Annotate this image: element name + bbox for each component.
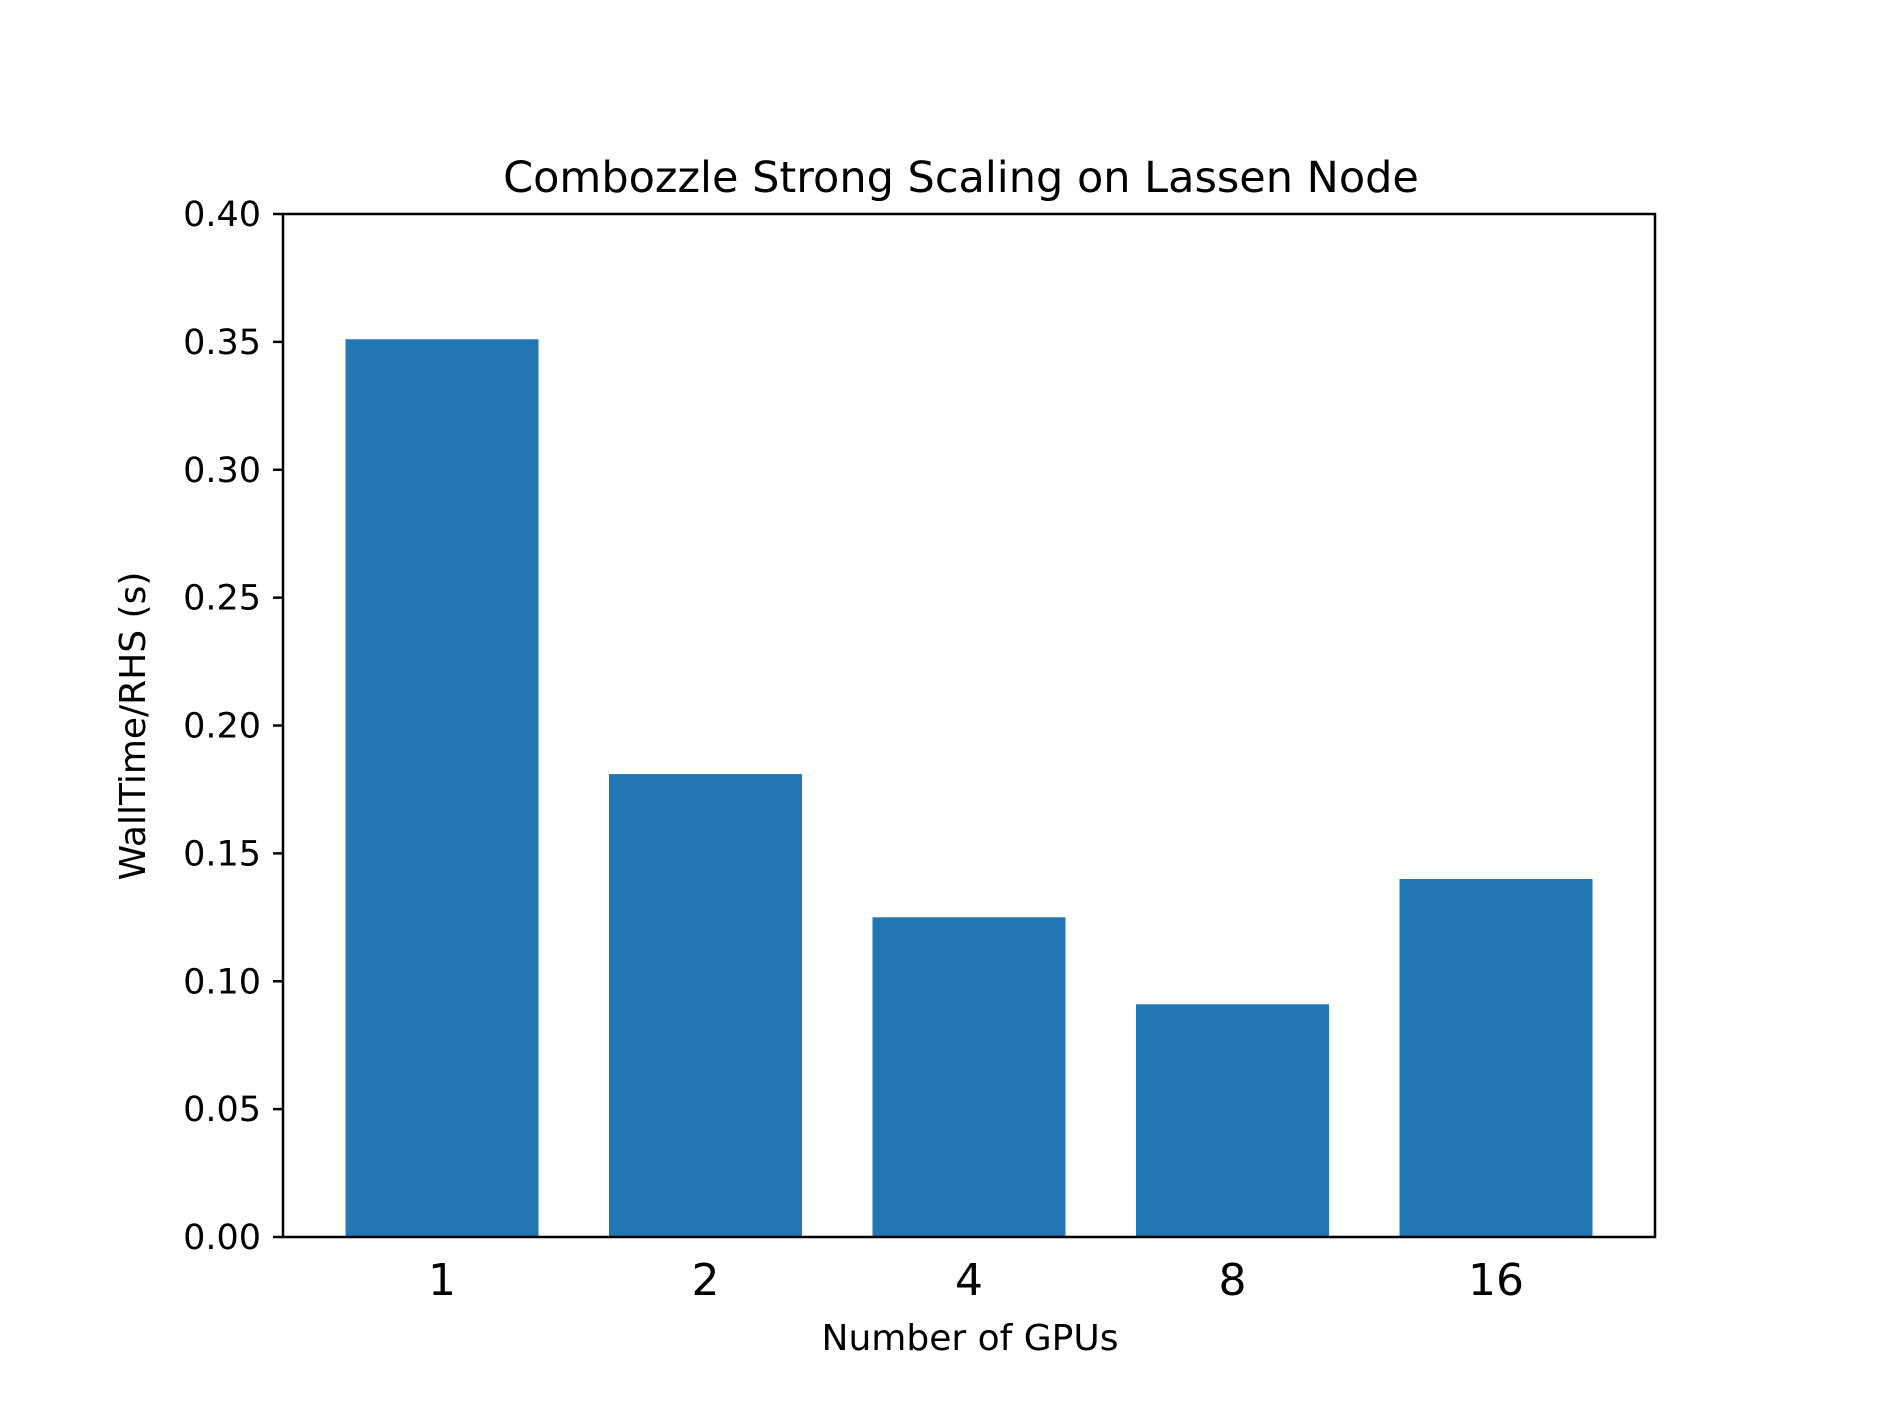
y-tick-label-3: 0.15: [183, 834, 261, 874]
bar-1: [345, 339, 539, 1237]
bar-8: [1136, 1004, 1329, 1237]
y-tick-label-0: 0.00: [183, 1218, 261, 1258]
bar-16: [1399, 879, 1593, 1237]
y-tick-label-7: 0.35: [183, 323, 261, 363]
y-axis-ticks: 0.00 0.05 0.10 0.15 0.20 0.25 0.30 0.35 0.40: [183, 195, 283, 1258]
chart-title: Combozzle Strong Scaling on Lassen Node: [503, 153, 1419, 203]
x-tick-label-1: 1: [428, 1255, 456, 1306]
y-tick-label-4: 0.20: [183, 707, 261, 747]
y-tick-label-2: 0.10: [183, 962, 261, 1002]
x-tick-label-16: 16: [1468, 1255, 1524, 1306]
bars-layer: [345, 339, 1593, 1237]
y-axis-title: WallTime/RHS (s): [113, 572, 154, 881]
bar-2: [609, 774, 802, 1237]
x-tick-label-2: 2: [692, 1255, 720, 1306]
y-tick-label-6: 0.30: [183, 451, 261, 491]
y-tick-label-1: 0.05: [183, 1090, 261, 1130]
bar-4: [872, 917, 1066, 1237]
plot-frame: [281, 212, 1657, 1239]
y-tick-label-5: 0.25: [183, 579, 261, 619]
x-tick-label-4: 4: [955, 1255, 983, 1306]
x-axis-title: Number of GPUs: [822, 1318, 1119, 1359]
y-tick-label-8: 0.40: [183, 195, 261, 235]
x-axis-ticks: 1 2 4 8 16: [428, 1255, 1524, 1306]
x-tick-label-8: 8: [1219, 1255, 1247, 1306]
